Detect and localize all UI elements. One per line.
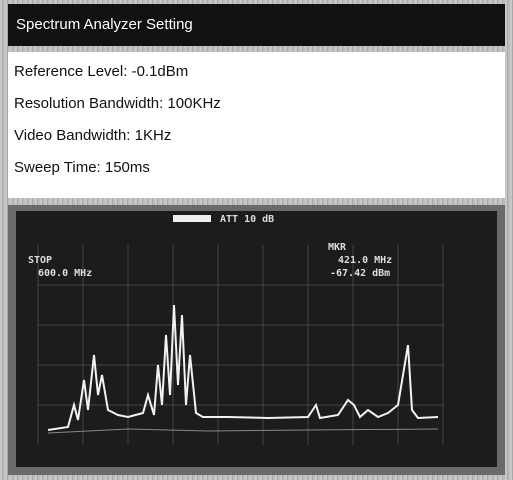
screen-display [16,211,497,467]
setting-line: Video Bandwidth: 1KHz [8,120,505,152]
indicator [173,215,211,222]
setting-line: Reference Level: -0.1dBm [8,56,505,88]
stop-freq: 600.0 MHz [38,268,92,279]
stop-label: STOP [28,255,52,266]
page: Spectrum Analyzer Setting Reference Leve… [0,0,513,480]
attenuation: ATT 10 dB [220,214,274,225]
marker-freq: 421.0 MHz [338,255,392,266]
setting-line: Resolution Bandwidth: 100KHz [8,88,505,120]
settings-panel: Reference Level: -0.1dBm Resolution Band… [8,52,505,198]
setting-line: Sweep Time: 150ms [8,152,505,184]
header-title: Spectrum Analyzer Setting [8,4,505,46]
marker-level: -67.42 dBm [330,268,390,279]
marker-label: MKR [328,242,347,253]
analyzer-screen: ATT 10 dB MKR 421.0 MHz -67.42 dBm STOP … [8,205,505,475]
